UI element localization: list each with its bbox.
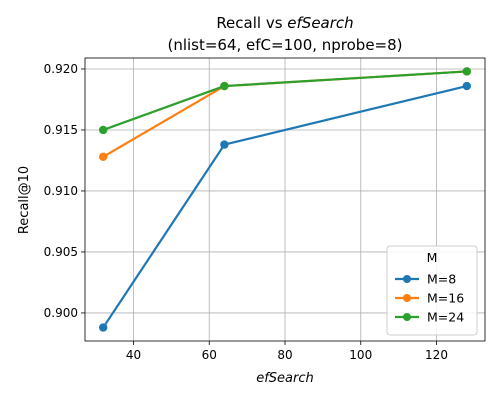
y-axis-label: Recall@10 [17, 166, 32, 234]
x-axis-label: efSearch [256, 371, 314, 386]
series-2-point [98, 125, 108, 135]
chart-title-line2: (nlist=64, efC=100, nprobe=8) [167, 36, 402, 54]
legend-frame [386, 245, 478, 336]
x-tick-label: 120 [425, 348, 448, 362]
chart-title-line1: Recall vs efSearch [216, 14, 353, 32]
legend-swatch-marker [403, 313, 411, 321]
series-0-point [220, 140, 229, 149]
series-1-point [98, 152, 108, 162]
x-tick-label: 60 [202, 348, 217, 362]
series-0-point [98, 323, 108, 332]
y-tick-label: 0.920 [44, 62, 78, 76]
y-tick-label: 0.900 [44, 306, 78, 320]
series-layer [98, 67, 472, 332]
legend-entry-label: M=8 [427, 272, 456, 287]
y-tick-label: 0.905 [44, 245, 78, 259]
x-tick-label: 80 [277, 348, 292, 362]
series-2-point [220, 81, 229, 91]
y-tick-label: 0.910 [44, 184, 78, 198]
x-tick-label: 100 [349, 348, 372, 362]
legend-swatch-marker [403, 294, 411, 302]
legend-entry-label: M=24 [427, 310, 464, 325]
series-2-point [462, 67, 472, 76]
legend-entry-label: M=16 [427, 291, 464, 306]
legend-swatch-marker [403, 275, 411, 283]
axes: 40 60 80 100 120 0.900 0.905 0.910 0.915 0.920 [44, 57, 486, 362]
x-tick-label: 40 [126, 348, 141, 362]
legend-title: M [427, 250, 438, 265]
y-tick-label: 0.915 [44, 123, 78, 137]
legend: M M=8 M=16 M=24 [386, 245, 478, 336]
plot-frame [84, 57, 486, 342]
series-0-point [462, 81, 472, 91]
